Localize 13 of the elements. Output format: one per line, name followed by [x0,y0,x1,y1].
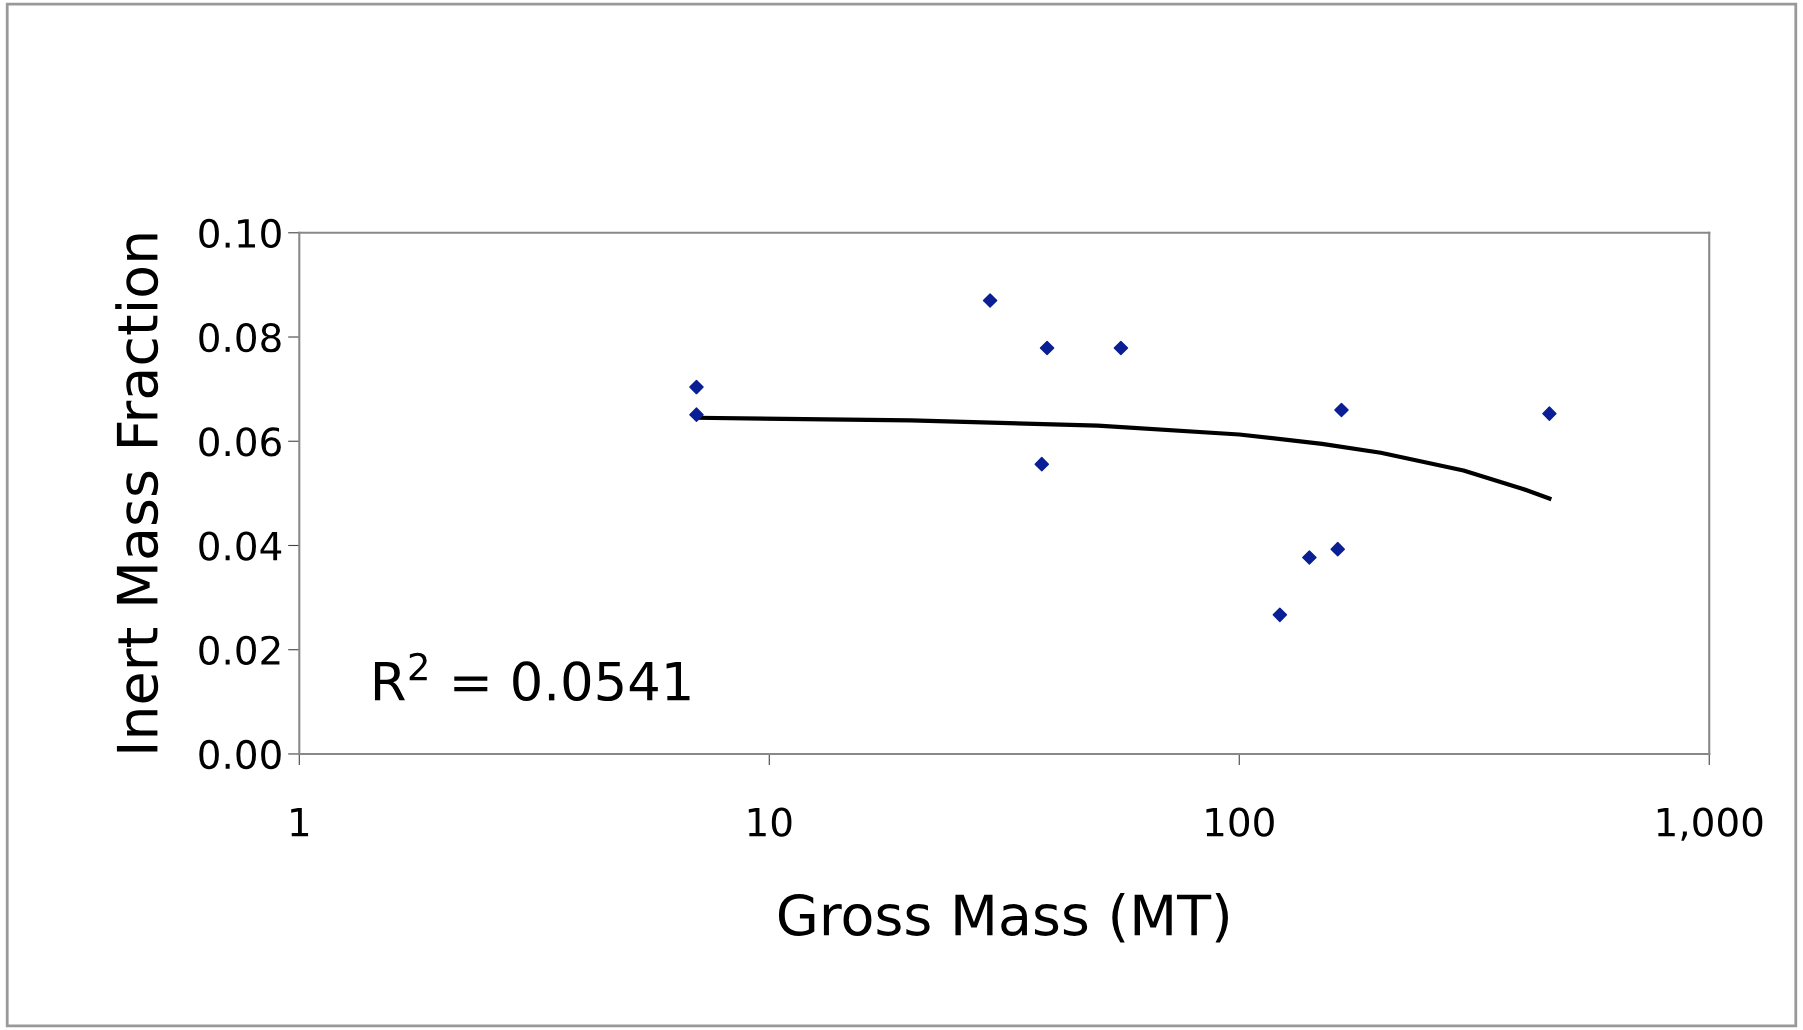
y-tick-label: 0.00 [199,739,281,770]
y-tick-label: 0.10 [199,218,281,249]
x-tick-label: 10 [748,807,792,837]
y-tick-label: 0.06 [199,427,281,457]
x-tick-label: 100 [1206,807,1274,837]
y-tick-label: 0.04 [199,531,282,561]
y-tick-label: 0.02 [199,635,280,666]
y-axis-title: Inert Mass Fraction [115,234,159,752]
x-tick-label: 1,000 [1657,807,1763,841]
x-axis-title: Gross Mass (MT) [778,893,1228,943]
annotation: R$^{2}$ = 0.0541 [374,652,690,702]
y-tick-label: 0.08 [199,322,281,353]
x-tick-label: 1 [291,807,309,837]
